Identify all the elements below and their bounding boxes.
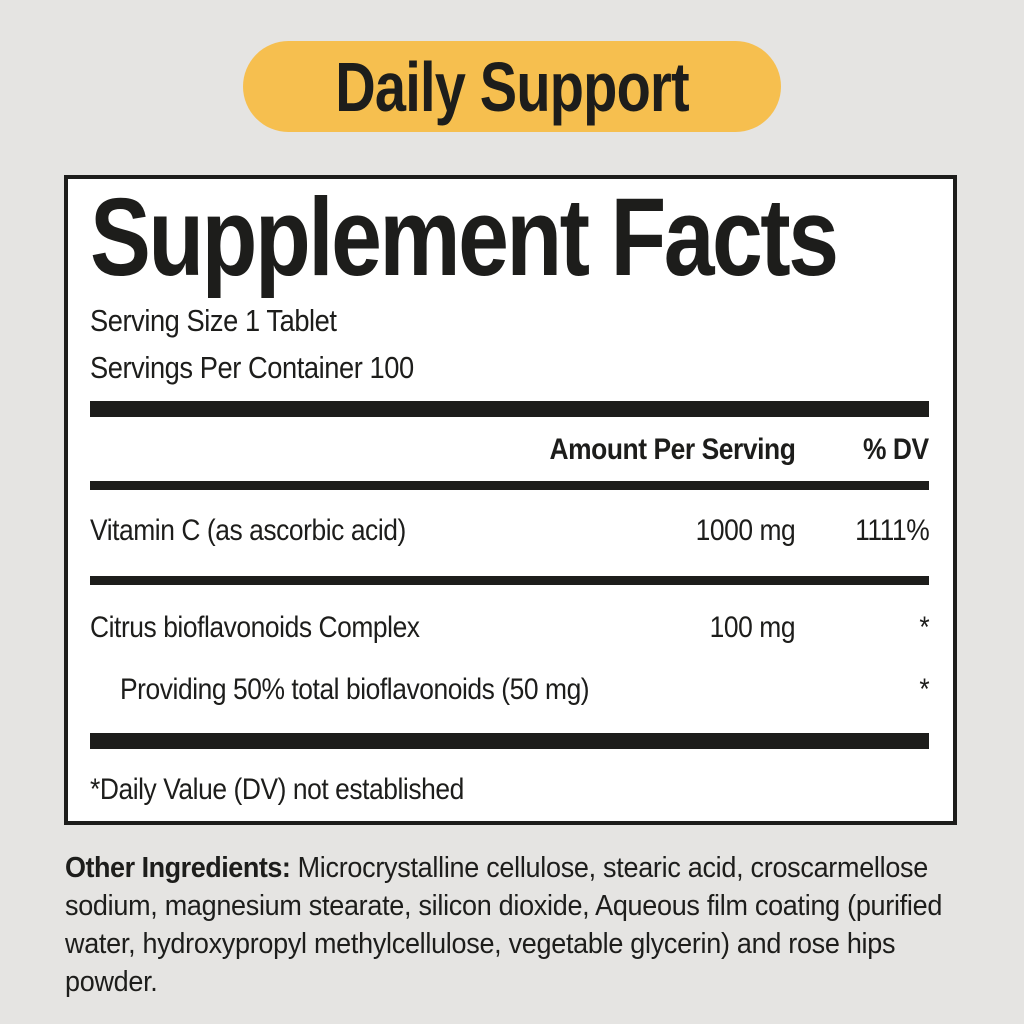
separator-thick-top: [90, 401, 929, 417]
supplement-facts-panel: Supplement Facts Serving Size 1 Tablet S…: [64, 175, 957, 825]
daily-support-badge: Daily Support: [242, 41, 782, 132]
nutrient-name: Providing 50% total bioflavonoids (50 mg…: [120, 673, 590, 706]
nutrient-name: Citrus bioflavonoids Complex: [90, 611, 420, 644]
other-ingredients-paragraph: Other Ingredients: Microcrystalline cell…: [65, 849, 981, 1001]
nutrient-name: Vitamin C (as ascorbic acid): [90, 514, 406, 547]
daily-value-footnote: *Daily Value (DV) not established: [90, 773, 464, 806]
nutrient-amount: [653, 673, 844, 707]
amount-per-serving-header: Amount Per Serving: [549, 433, 795, 466]
column-header-row: Amount Per Serving % DV: [90, 417, 929, 481]
nutrient-dv: 1111%: [854, 514, 930, 547]
serving-size-text: Serving Size 1 Tablet: [90, 303, 337, 338]
dv-header: % DV: [863, 433, 929, 466]
separator-thick-bottom: [90, 733, 929, 749]
nutrient-row-citrus-bioflavonoids: Citrus bioflavonoids Complex 100 mg *: [90, 585, 929, 645]
panel-title-text: Supplement Facts: [90, 176, 839, 299]
nutrient-amount: 100 mg: [709, 611, 796, 644]
other-ingredients-text: Microcrystalline cellulose, stearic acid…: [65, 852, 943, 998]
panel-title: Supplement Facts: [90, 176, 929, 299]
nutrient-dv: *: [919, 673, 929, 706]
badge-container: Daily Support: [0, 0, 1024, 132]
servings-per-container-text: Servings Per Container 100: [90, 350, 414, 385]
separator-under-header: [90, 481, 929, 490]
other-ingredients-label: Other Ingredients:: [65, 852, 291, 884]
serving-size-line: Serving Size 1 Tablet: [90, 297, 929, 344]
nutrient-subrow-providing: Providing 50% total bioflavonoids (50 mg…: [90, 645, 929, 707]
servings-per-container-line: Servings Per Container 100: [90, 344, 929, 391]
separator-under-vitamin-c: [90, 576, 929, 585]
nutrient-row-vitamin-c: Vitamin C (as ascorbic acid) 1000 mg 111…: [90, 490, 929, 576]
serving-info: Serving Size 1 Tablet Servings Per Conta…: [90, 297, 929, 391]
nutrient-amount: 1000 mg: [695, 514, 795, 547]
badge-label: Daily Support: [335, 47, 689, 126]
nutrient-dv: *: [919, 611, 929, 644]
